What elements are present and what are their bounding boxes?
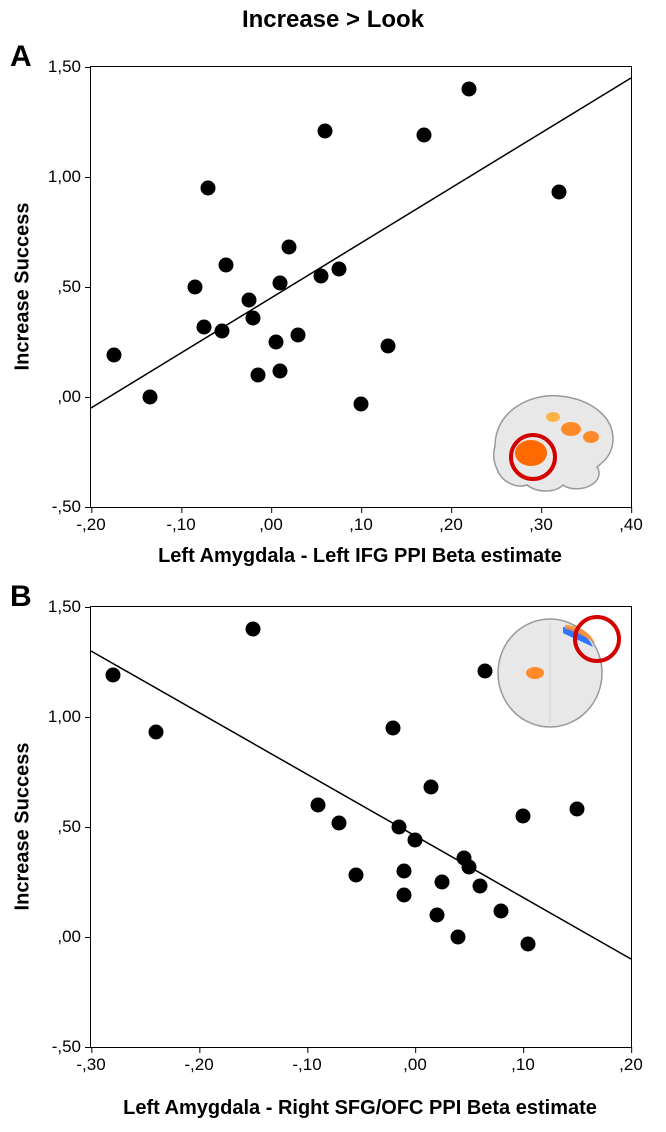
panel-a-ylabel: Increase Success xyxy=(10,66,36,506)
panel-b: B Increase Success -,30-,20-,10,00,10,20… xyxy=(0,576,666,1128)
data-point xyxy=(386,721,401,736)
data-point xyxy=(391,820,406,835)
x-tick: ,00 xyxy=(403,1047,427,1075)
data-point xyxy=(552,185,567,200)
figure-title: Increase > Look xyxy=(0,0,666,36)
y-tick: -,50 xyxy=(52,497,91,517)
data-point xyxy=(494,903,509,918)
data-point xyxy=(417,128,432,143)
data-point xyxy=(429,908,444,923)
y-tick: ,00 xyxy=(57,387,91,407)
data-point xyxy=(424,780,439,795)
y-tick: ,00 xyxy=(57,927,91,947)
y-tick: ,50 xyxy=(57,817,91,837)
data-point xyxy=(332,815,347,830)
data-point xyxy=(219,258,234,273)
data-point xyxy=(408,833,423,848)
panel-a-plot: -,20-,10,00,10,20,30,40-,50,00,501,001,5… xyxy=(90,66,632,508)
data-point xyxy=(331,262,346,277)
data-point xyxy=(462,859,477,874)
data-point xyxy=(397,888,412,903)
y-tick: 1,00 xyxy=(48,167,91,187)
panel-b-xlabel: Left Amygdala - Right SFG/OFC PPI Beta e… xyxy=(90,1097,630,1120)
data-point xyxy=(397,864,412,879)
data-point xyxy=(148,725,163,740)
data-point xyxy=(142,390,157,405)
data-point xyxy=(570,802,585,817)
x-tick: ,40 xyxy=(619,507,643,535)
data-point xyxy=(187,280,202,295)
x-tick: ,00 xyxy=(259,507,283,535)
y-tick: ,50 xyxy=(57,277,91,297)
x-tick: ,20 xyxy=(619,1047,643,1075)
data-point xyxy=(106,348,121,363)
data-point xyxy=(282,240,297,255)
data-point xyxy=(268,335,283,350)
data-point xyxy=(318,123,333,138)
y-tick: 1,50 xyxy=(48,597,91,617)
panel-b-ylabel: Increase Success xyxy=(10,606,36,1046)
data-point xyxy=(291,328,306,343)
data-point xyxy=(472,879,487,894)
y-tick: 1,50 xyxy=(48,57,91,77)
x-tick: ,10 xyxy=(349,507,373,535)
data-point xyxy=(246,622,261,637)
data-point xyxy=(354,396,369,411)
figure: Increase > Look A Increase Success -,20-… xyxy=(0,0,666,1128)
data-point xyxy=(201,181,216,196)
data-point xyxy=(196,319,211,334)
data-point xyxy=(273,363,288,378)
data-point xyxy=(435,875,450,890)
x-tick: ,10 xyxy=(511,1047,535,1075)
x-tick: ,30 xyxy=(529,507,553,535)
panel-b-fit-line xyxy=(91,607,631,1047)
panel-b-plot: -,30-,20-,10,00,10,20-,50,00,501,001,50 xyxy=(90,606,632,1048)
data-point xyxy=(250,368,265,383)
data-point xyxy=(313,269,328,284)
panel-a: A Increase Success -,20-,10,00,10,20,30,… xyxy=(0,36,666,576)
data-point xyxy=(478,663,493,678)
data-point xyxy=(310,798,325,813)
data-point xyxy=(214,324,229,339)
data-point xyxy=(451,930,466,945)
x-tick: -,10 xyxy=(166,507,195,535)
data-point xyxy=(381,339,396,354)
data-point xyxy=(105,668,120,683)
data-point xyxy=(246,310,261,325)
data-point xyxy=(273,275,288,290)
data-point xyxy=(521,936,536,951)
x-tick: -,10 xyxy=(292,1047,321,1075)
panel-a-fit-line xyxy=(91,67,631,507)
data-point xyxy=(241,293,256,308)
x-tick: -,20 xyxy=(184,1047,213,1075)
panel-a-xlabel: Left Amygdala - Left IFG PPI Beta estima… xyxy=(90,545,630,568)
y-tick: -,50 xyxy=(52,1037,91,1057)
y-tick: 1,00 xyxy=(48,707,91,727)
data-point xyxy=(462,82,477,97)
x-tick: ,20 xyxy=(439,507,463,535)
data-point xyxy=(516,809,531,824)
data-point xyxy=(348,868,363,883)
